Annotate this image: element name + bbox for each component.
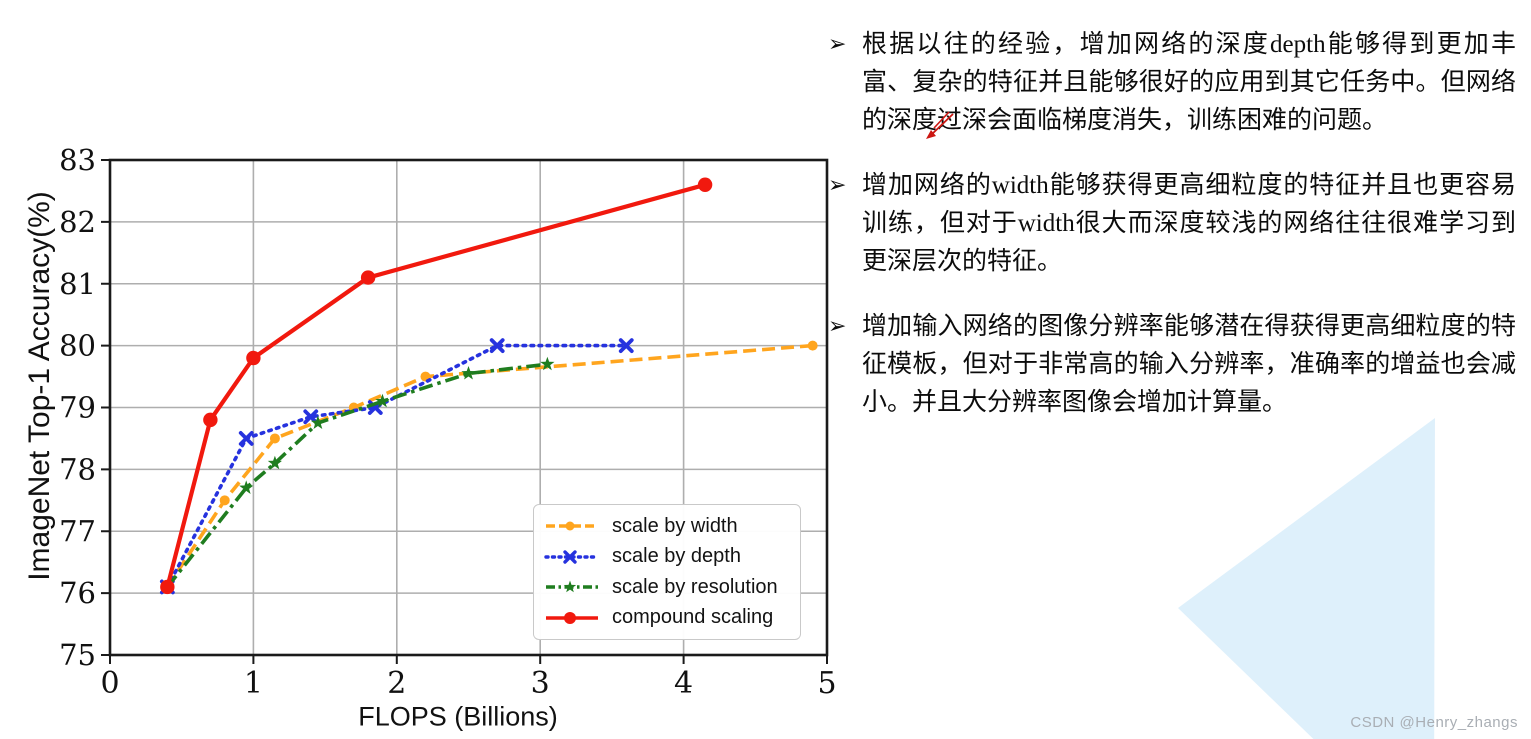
legend-marker-star-icon — [546, 580, 598, 593]
csdn-watermark: CSDN @Henry_zhangs — [1350, 714, 1518, 731]
bullet-text: 增加网络的width能够获得更高细粒度的特征并且也更容易训练，但对于width很… — [862, 172, 1516, 275]
y-tick-label: 77 — [59, 514, 96, 548]
marker-circle-small — [807, 340, 818, 351]
marker-x — [489, 338, 505, 354]
marker-star — [239, 480, 254, 494]
marker-circle-small — [219, 495, 230, 506]
legend-label: compound scaling — [612, 606, 774, 629]
y-axis-title: ImageNet Top-1 Accuracy(%) — [23, 191, 56, 581]
marker-star — [310, 415, 326, 429]
legend-row: scale by depth — [544, 542, 790, 572]
decorative-triangle — [1178, 418, 1435, 739]
marker-circle — [160, 579, 175, 595]
marker-circle — [203, 412, 218, 428]
marker-star — [540, 356, 555, 371]
line-chart: 0 1 2 3 4 5 75 76 77 78 79 80 81 82 83 — [59, 143, 836, 701]
red-pen-annotation-icon — [926, 111, 954, 139]
x-tick-label: 4 — [674, 666, 693, 701]
bullet-arrow-icon: ➢ — [828, 314, 847, 339]
x-axis-title: FLOPS (Billions) — [358, 701, 558, 732]
y-tick-label: 83 — [59, 143, 96, 177]
bullet-text: 根据以往的经验，增加网络的深度depth能够得到更加丰富、复杂的特征并且能够很好… — [862, 31, 1516, 134]
x-tick-label: 2 — [387, 666, 406, 701]
marker-x — [238, 431, 254, 446]
series-line-scale-by-depth — [165, 343, 628, 589]
y-tick-label: 79 — [59, 391, 96, 425]
marker-circle — [697, 177, 713, 192]
y-tick-label: 81 — [59, 267, 96, 301]
marker-star — [267, 455, 282, 470]
legend-row: scale by resolution — [544, 572, 790, 602]
legend-marker-x-icon — [544, 550, 600, 564]
y-tick-label: 76 — [59, 576, 96, 610]
notes-panel: ➢ 根据以往的经验，增加网络的深度depth能够得到更加丰富、复杂的特征并且能够… — [828, 26, 1516, 449]
series-line-scale-by-width — [165, 343, 813, 588]
x-tick-label: 3 — [531, 666, 550, 701]
y-tick-label: 80 — [59, 329, 96, 363]
y-tick-label: 82 — [59, 205, 96, 239]
marker-star — [375, 393, 390, 408]
x-tick-label: 0 — [100, 666, 119, 701]
bullet-item: ➢ 根据以往的经验，增加网络的深度depth能够得到更加丰富、复杂的特征并且能够… — [828, 26, 1516, 140]
bullet-text: 增加输入网络的图像分辨率能够潜在得获得更高细粒度的特征模板，但对于非常高的输入分… — [862, 313, 1516, 416]
legend-label: scale by resolution — [612, 575, 778, 598]
marker-circle-small — [269, 433, 280, 444]
chart-legend: scale by width scale by depth scale by res… — [533, 504, 801, 640]
y-tick-label: 75 — [59, 638, 96, 672]
legend-marker-circle-small-icon — [546, 521, 598, 531]
y-tick-label: 78 — [59, 452, 96, 486]
marker-x — [618, 338, 634, 354]
legend-row: compound scaling — [544, 603, 790, 633]
bullet-item: ➢ 增加输入网络的图像分辨率能够潜在得获得更高细粒度的特征模板，但对于非常高的输… — [828, 308, 1516, 422]
marker-x — [303, 409, 319, 425]
bullet-arrow-icon: ➢ — [828, 173, 847, 198]
x-tick-label: 5 — [817, 666, 836, 701]
legend-label: scale by depth — [612, 545, 741, 568]
marker-circle — [360, 270, 376, 285]
x-tick-label: 1 — [244, 666, 263, 701]
bullet-arrow-icon: ➢ — [828, 32, 847, 57]
bullet-item: ➢ 增加网络的width能够获得更高细粒度的特征并且也更容易训练，但对于widt… — [828, 167, 1516, 281]
legend-row: scale by width — [544, 511, 790, 541]
marker-circle — [246, 350, 261, 366]
legend-label: scale by width — [612, 514, 738, 537]
marker-star — [461, 366, 476, 380]
plot-border — [108, 158, 829, 657]
legend-marker-circle-icon — [546, 611, 598, 624]
